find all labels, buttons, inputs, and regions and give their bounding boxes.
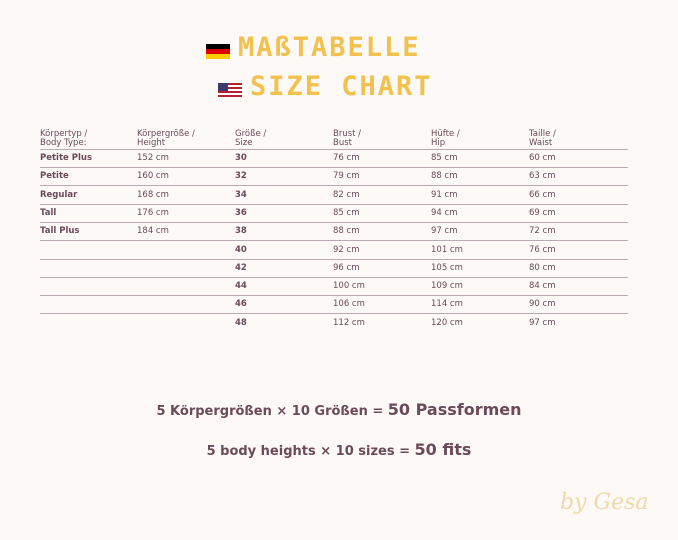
table-cell: 32 <box>235 171 247 182</box>
column-header: Size <box>235 138 253 148</box>
table-cell: 66 cm <box>529 189 556 200</box>
table-cell: 84 cm <box>529 281 556 292</box>
title-en: SIZE CHART <box>250 71 433 102</box>
column-header: Hip <box>431 138 446 148</box>
table-cell: 76 cm <box>529 244 556 255</box>
table-cell: 48 <box>235 317 247 328</box>
row-rule <box>40 221 628 223</box>
table-cell: Tall <box>40 207 57 218</box>
column-header: Body Type: <box>40 138 87 148</box>
flag-us <box>218 83 242 97</box>
row-rule <box>40 167 628 168</box>
summary-text: 5 body heights × 10 sizes = <box>206 444 411 459</box>
row-rule <box>40 258 628 260</box>
table-cell: 40 <box>235 244 247 255</box>
table-cell: 82 cm <box>333 189 360 200</box>
table-cell: Petite <box>40 171 69 182</box>
table-cell: 46 <box>235 299 247 310</box>
summary-result: 50 Passformen <box>387 400 522 419</box>
table-cell: 96 cm <box>333 262 360 273</box>
table-cell: 34 <box>235 189 247 200</box>
table-cell: 79 cm <box>333 171 360 182</box>
table-cell: 105 cm <box>431 262 463 273</box>
header-rule <box>40 149 628 150</box>
table-cell: 63 cm <box>529 171 556 182</box>
table-cell: 176 cm <box>137 207 169 218</box>
table-cell: 114 cm <box>431 299 463 310</box>
table-cell: 30 <box>235 153 247 163</box>
row-rule <box>40 295 628 297</box>
table-cell: 44 <box>235 281 247 292</box>
table-cell: 112 cm <box>333 317 365 328</box>
table-cell: 101 cm <box>431 244 463 255</box>
summary-de: 5 Körpergrößen × 10 Größen = 50 Passform… <box>0 400 678 419</box>
title-de: MAßTABELLE <box>238 32 421 63</box>
table-cell: 92 cm <box>333 244 360 255</box>
summary-en: 5 body heights × 10 sizes = 50 fits <box>0 440 678 459</box>
table-cell: 69 cm <box>529 207 556 218</box>
table-cell: 94 cm <box>431 207 458 218</box>
column-header: Height <box>137 138 166 148</box>
row-rule <box>40 203 628 205</box>
table-cell: 97 cm <box>431 226 458 237</box>
table-cell: 38 <box>235 226 247 237</box>
table-cell: 97 cm <box>529 317 556 328</box>
table-cell: 60 cm <box>529 153 556 163</box>
table-cell: 90 cm <box>529 299 556 310</box>
table-cell: 88 cm <box>333 226 360 237</box>
column-header: Brust / <box>333 129 362 139</box>
table-cell: 85 cm <box>333 207 360 218</box>
flag-de <box>206 44 230 59</box>
column-header: Hüfte / <box>431 129 460 139</box>
table-cell: 91 cm <box>431 189 458 200</box>
row-rule <box>40 313 628 315</box>
row-rule <box>40 276 628 278</box>
signature: by Gesa <box>560 490 649 515</box>
table-cell: 72 cm <box>529 226 556 237</box>
table-cell: 85 cm <box>431 153 458 163</box>
table-cell: Tall Plus <box>40 226 80 237</box>
table-cell: 106 cm <box>333 299 365 310</box>
row-rule <box>40 240 628 242</box>
column-header: Größe / <box>235 129 267 139</box>
summary-text: 5 Körpergrößen × 10 Größen = <box>156 404 384 419</box>
row-rule <box>40 185 628 187</box>
table-cell: 109 cm <box>431 281 463 292</box>
table-cell: 168 cm <box>137 189 169 200</box>
table-cell: 100 cm <box>333 281 365 292</box>
column-header: Bust <box>333 138 352 148</box>
column-header: Waist <box>529 138 553 148</box>
table-cell: 88 cm <box>431 171 458 182</box>
table-cell: 184 cm <box>137 226 169 237</box>
table-cell: 42 <box>235 262 247 273</box>
table-cell: Petite Plus <box>40 153 93 163</box>
table-cell: 120 cm <box>431 317 463 328</box>
table-cell: 80 cm <box>529 262 556 273</box>
table-cell: 160 cm <box>137 171 169 182</box>
table-cell: Regular <box>40 189 78 200</box>
column-header: Körpertyp / <box>40 129 88 139</box>
table-cell: 36 <box>235 207 247 218</box>
column-header: Taille / <box>529 129 556 139</box>
column-header: Körpergröße / <box>137 129 195 139</box>
table-cell: 76 cm <box>333 153 360 163</box>
table-cell: 152 cm <box>137 153 169 163</box>
summary-result: 50 fits <box>414 440 472 459</box>
